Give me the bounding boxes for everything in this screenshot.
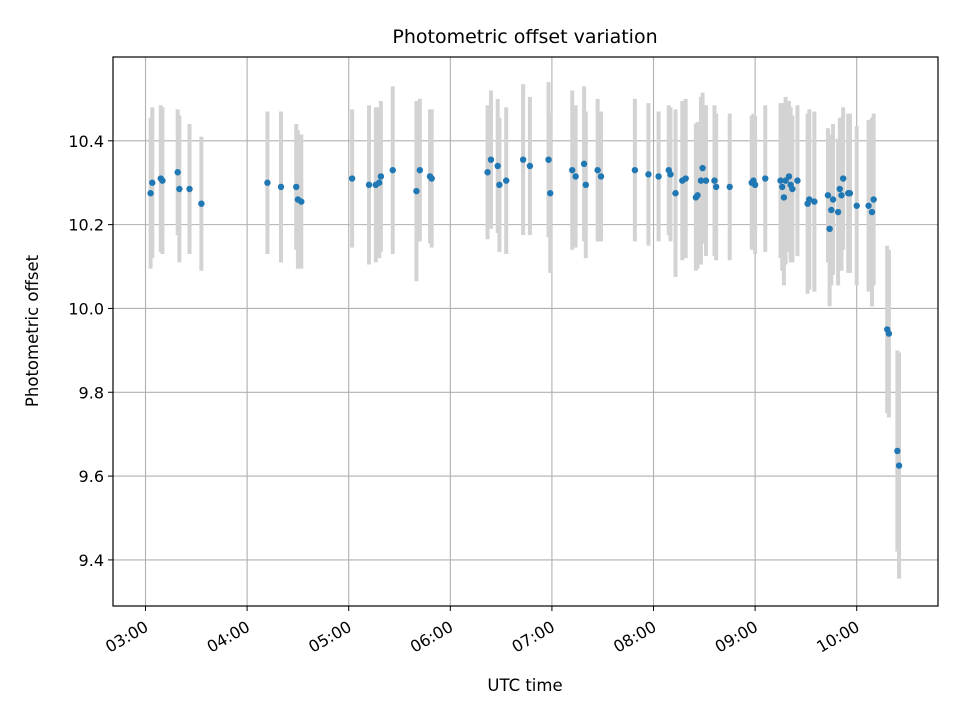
data-point <box>870 196 877 203</box>
data-point <box>572 173 579 180</box>
data-point <box>826 225 833 233</box>
data-point <box>519 156 527 163</box>
y-tick-label: 10.0 <box>68 299 104 318</box>
data-point <box>789 185 796 193</box>
data-point <box>895 462 903 469</box>
data-point <box>682 175 689 182</box>
data-point <box>777 177 784 184</box>
data-point <box>712 183 720 191</box>
data-point <box>829 196 837 203</box>
data-point <box>298 198 305 205</box>
data-point <box>672 190 679 197</box>
data-point <box>147 190 154 197</box>
chart-title: Photometric offset variation <box>392 26 657 48</box>
data-point <box>806 196 813 203</box>
data-point <box>597 173 605 180</box>
data-point <box>865 202 872 209</box>
y-tick-label: 10.4 <box>68 132 104 151</box>
data-point <box>487 156 495 163</box>
data-point <box>582 181 589 189</box>
data-point <box>645 171 652 178</box>
x-axis-label: UTC time <box>487 676 562 695</box>
plot-frame <box>112 56 939 607</box>
data-point <box>894 447 901 455</box>
data-point <box>375 179 383 186</box>
data-point <box>174 169 181 176</box>
data-point <box>496 181 503 189</box>
data-point <box>428 175 435 182</box>
data-point <box>176 185 183 193</box>
data-point <box>699 164 706 172</box>
data-point <box>413 187 420 195</box>
data-point <box>694 192 701 199</box>
data-point <box>839 175 847 182</box>
data-point <box>702 177 710 184</box>
data-point <box>785 173 793 180</box>
data-point <box>149 179 156 186</box>
data-point <box>655 173 662 180</box>
data-point <box>293 183 300 191</box>
data-point <box>569 166 576 174</box>
y-tick-label: 9.8 <box>79 383 104 402</box>
y-axis-label: Photometric offset <box>23 254 42 407</box>
data-point <box>868 208 876 216</box>
data-point <box>824 192 832 199</box>
data-point <box>711 177 718 184</box>
data-points <box>147 156 903 469</box>
y-tick-label: 9.4 <box>79 551 104 570</box>
data-point <box>526 162 534 170</box>
data-point <box>186 185 193 193</box>
data-point <box>348 175 356 182</box>
data-point <box>836 185 843 193</box>
y-axis-ticks: 9.4 9.6 9.8 10.0 10.2 10.4 <box>68 132 113 570</box>
data-point <box>377 173 385 180</box>
data-point <box>697 177 705 184</box>
plot-area <box>113 57 938 606</box>
data-point <box>389 166 396 174</box>
data-point <box>580 160 588 168</box>
data-point <box>726 183 733 191</box>
data-point <box>494 162 501 170</box>
data-point <box>779 183 786 191</box>
data-point <box>159 177 166 184</box>
data-point <box>794 177 801 184</box>
data-point <box>594 166 601 174</box>
data-point <box>545 156 552 163</box>
data-point <box>631 166 639 174</box>
data-point <box>277 183 285 191</box>
data-point <box>502 177 510 184</box>
y-tick-label: 9.6 <box>79 467 104 486</box>
data-point <box>853 202 860 209</box>
data-point <box>416 166 424 174</box>
data-point <box>834 208 842 216</box>
data-point <box>811 198 818 205</box>
data-point <box>780 194 788 201</box>
data-point <box>762 175 769 182</box>
data-point <box>547 190 554 197</box>
data-point <box>838 192 845 199</box>
data-point <box>484 169 491 176</box>
data-point <box>885 330 893 337</box>
data-point <box>264 179 271 186</box>
y-tick-label: 10.2 <box>68 216 104 235</box>
data-point <box>365 181 373 189</box>
data-point <box>667 171 674 178</box>
data-point <box>828 206 835 214</box>
data-point <box>198 200 205 207</box>
data-point <box>751 181 759 189</box>
data-point <box>846 190 854 197</box>
